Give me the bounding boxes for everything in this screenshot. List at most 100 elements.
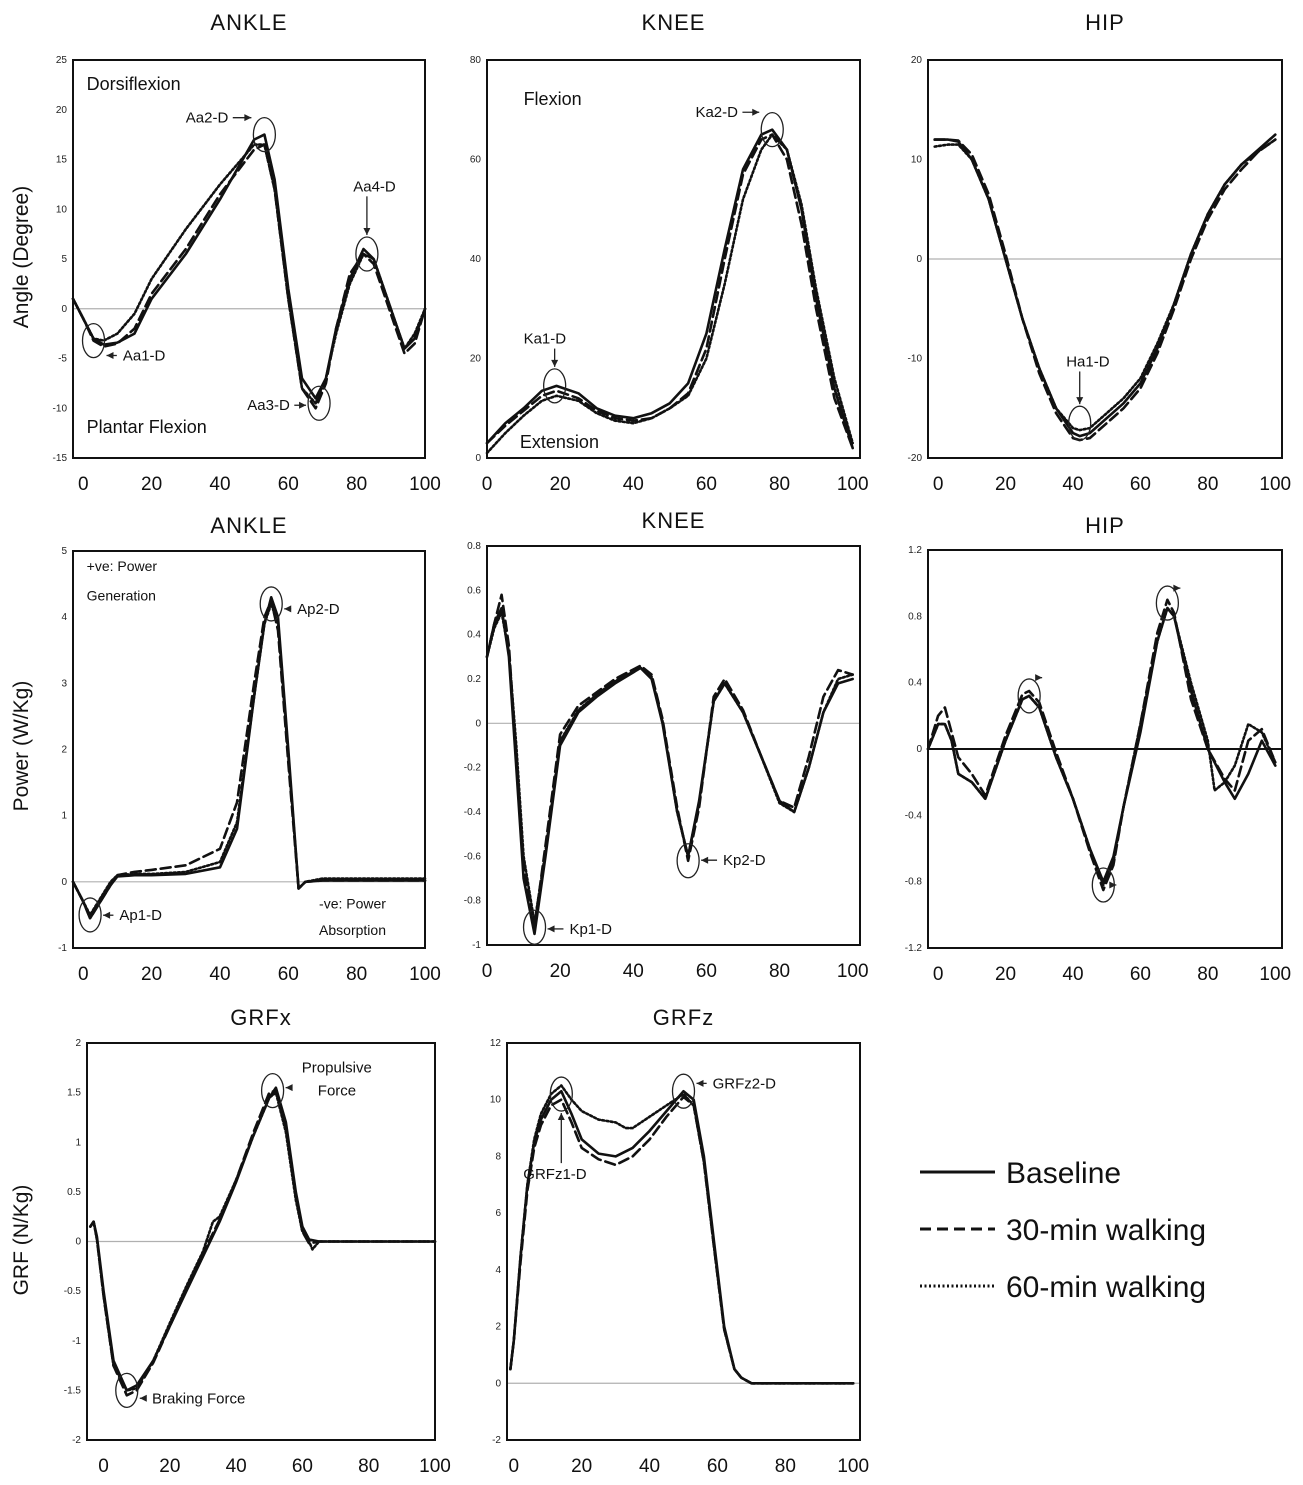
annotation-circle: [81, 322, 106, 359]
knee-angle-xtick: 80: [769, 474, 790, 495]
ankle-angle-series-30-min-walking: [71, 143, 427, 410]
knee-power-annotation-kp2-d: Kp2-D: [676, 843, 766, 879]
ankle-angle-title: ANKLE: [210, 10, 287, 35]
knee-angle-ytick: 0: [475, 453, 481, 464]
annotation-circle: [543, 368, 567, 404]
annotation-circle: [1155, 585, 1180, 621]
knee-power-xtick: 80: [769, 961, 790, 982]
grfz-xtick: 20: [571, 1456, 592, 1477]
grfz-ytick: 2: [495, 1322, 501, 1333]
knee-power-ytick: -1: [472, 940, 481, 951]
ankle-power-annotation-ap1-d: Ap1-D: [78, 897, 162, 933]
hip-angle-ytick: -20: [908, 453, 923, 464]
ankle-power-ytick: 3: [61, 678, 67, 689]
hip-power-ytick: -1.2: [905, 943, 923, 954]
grfx-title: GRFx: [230, 1005, 291, 1030]
annotation-arrowhead: [363, 228, 371, 236]
hip-angle-xtick: 0: [933, 474, 944, 495]
ankle-power-ytick: 0: [61, 877, 67, 888]
ankle-power-xtick: 0: [78, 964, 89, 985]
annotation-circle: [260, 1072, 285, 1109]
grfz-title: GRFz: [653, 1005, 714, 1030]
ankle-power-xtick: 60: [278, 964, 299, 985]
knee-angle-xtick: 40: [623, 474, 644, 495]
hip-power-xtick: 40: [1062, 964, 1083, 985]
hip-angle-xtick: 60: [1130, 474, 1151, 495]
hip-angle-series-60-min-walking: [933, 138, 1277, 432]
hip-angle-xtick: 40: [1062, 474, 1083, 495]
annotation-label: Force: [318, 1083, 356, 1100]
knee-power-xtick: 40: [623, 961, 644, 982]
grfz-annotation-grfz1-d: GRFz1-D: [523, 1076, 587, 1183]
ankle-angle-ytick: 5: [61, 254, 67, 265]
hip-power-series-baseline: [926, 606, 1277, 883]
hip-power-title: HIP: [1085, 513, 1125, 538]
grfx-series-60-min-walking: [89, 1091, 437, 1392]
ankle-angle-ytick: 20: [56, 105, 68, 116]
annotation-circle: [78, 897, 102, 933]
annotation-arrowhead: [1173, 584, 1181, 592]
annotation-circle: [355, 236, 379, 272]
grfz-frame: [506, 1042, 861, 1441]
hip-power-ytick: -0.4: [905, 810, 923, 821]
annotation-arrowhead: [557, 1113, 565, 1121]
annotation-arrowhead: [139, 1394, 147, 1402]
knee-power-ytick: -0.6: [464, 851, 482, 862]
annotation-arrowhead: [701, 856, 709, 864]
knee-angle-series-30-min-walking: [485, 133, 854, 450]
ankle-power-ytick: 1: [61, 811, 67, 822]
hip-angle-frame: [927, 59, 1283, 459]
annotation-circle: [1017, 678, 1041, 714]
hip-power-xtick: 100: [1259, 964, 1291, 985]
grfx-series-30-min-walking: [89, 1089, 437, 1397]
grfx-annotation-propulsive-force: Propulsive Force: [260, 1060, 372, 1109]
grfz-xtick: 80: [775, 1456, 796, 1477]
knee-angle-annotation-ka1-d: Ka1-D: [524, 331, 567, 404]
knee-power-ytick: 0.4: [467, 630, 481, 641]
legend: Baseline 30-min walking 60-min walking: [920, 1157, 1206, 1304]
annotation-label: Ha1-D: [1066, 353, 1110, 370]
ankle-power-annotation-ap2-d: Ap2-D: [259, 586, 340, 622]
ankle-angle-ytick: 0: [61, 304, 67, 315]
annotation-arrowhead: [103, 911, 111, 919]
annotation-circle: [549, 1076, 573, 1112]
ankle-angle-xtick: 60: [278, 474, 299, 495]
annotation-label: Ap2-D: [297, 601, 340, 618]
hip-power-ytick: -0.8: [905, 877, 923, 888]
ankle-power-series-baseline: [71, 596, 427, 920]
knee-power-annotation-kp1-d: Kp1-D: [522, 909, 612, 945]
ankle-angle-annotation-aa3-d: Aa3-D: [247, 385, 331, 421]
annotation-circle: [115, 1372, 139, 1409]
annotation-arrowhead: [244, 114, 252, 122]
annotation-arrowhead: [284, 605, 292, 613]
knee-angle-xtick: 60: [696, 474, 717, 495]
ankle-angle-panel: ANKLE 25 20 15 10 5 0 -5 -10 -15 0 20 40 60 80 100 Dorsi…: [53, 10, 441, 495]
hip-angle-ytick: 20: [911, 55, 923, 66]
knee-angle-title: KNEE: [642, 10, 706, 35]
grfx-ytick: -0.5: [64, 1286, 82, 1297]
grfz-ytick: 8: [495, 1151, 501, 1162]
ankle-angle-ytick: -15: [53, 453, 68, 464]
grfz-xtick: 100: [837, 1456, 869, 1477]
annotation-circle: [259, 586, 283, 622]
annotation-label: Ap1-D: [119, 907, 162, 924]
grfx-xtick: 100: [419, 1456, 451, 1477]
knee-angle-ytick: 60: [470, 155, 482, 166]
ankle-angle-xtick: 100: [409, 474, 441, 495]
hip-angle-series-30-min-walking: [933, 138, 1277, 442]
hip-power-series-30-min-walking: [926, 598, 1277, 892]
ankle-power-series-30-min-walking: [71, 599, 427, 920]
ankle-power-note: Absorption: [319, 922, 386, 938]
grfx-frame: [86, 1042, 436, 1441]
annotation-label: Braking Force: [152, 1390, 245, 1407]
knee-angle-panel: KNEE 80 60 40 20 00 20 40 60 80 100 Flexion Extensio…: [470, 10, 869, 495]
knee-power-ytick: 0.8: [467, 541, 481, 552]
ankle-angle-series-60-min-walking: [71, 143, 427, 405]
annotation-arrowhead: [106, 351, 114, 359]
ankle-angle-ytick: -10: [53, 403, 68, 414]
hip-power-xtick: 0: [933, 964, 944, 985]
hip-power-frame: [927, 549, 1283, 949]
hip-power-ytick: 0.4: [908, 678, 922, 689]
